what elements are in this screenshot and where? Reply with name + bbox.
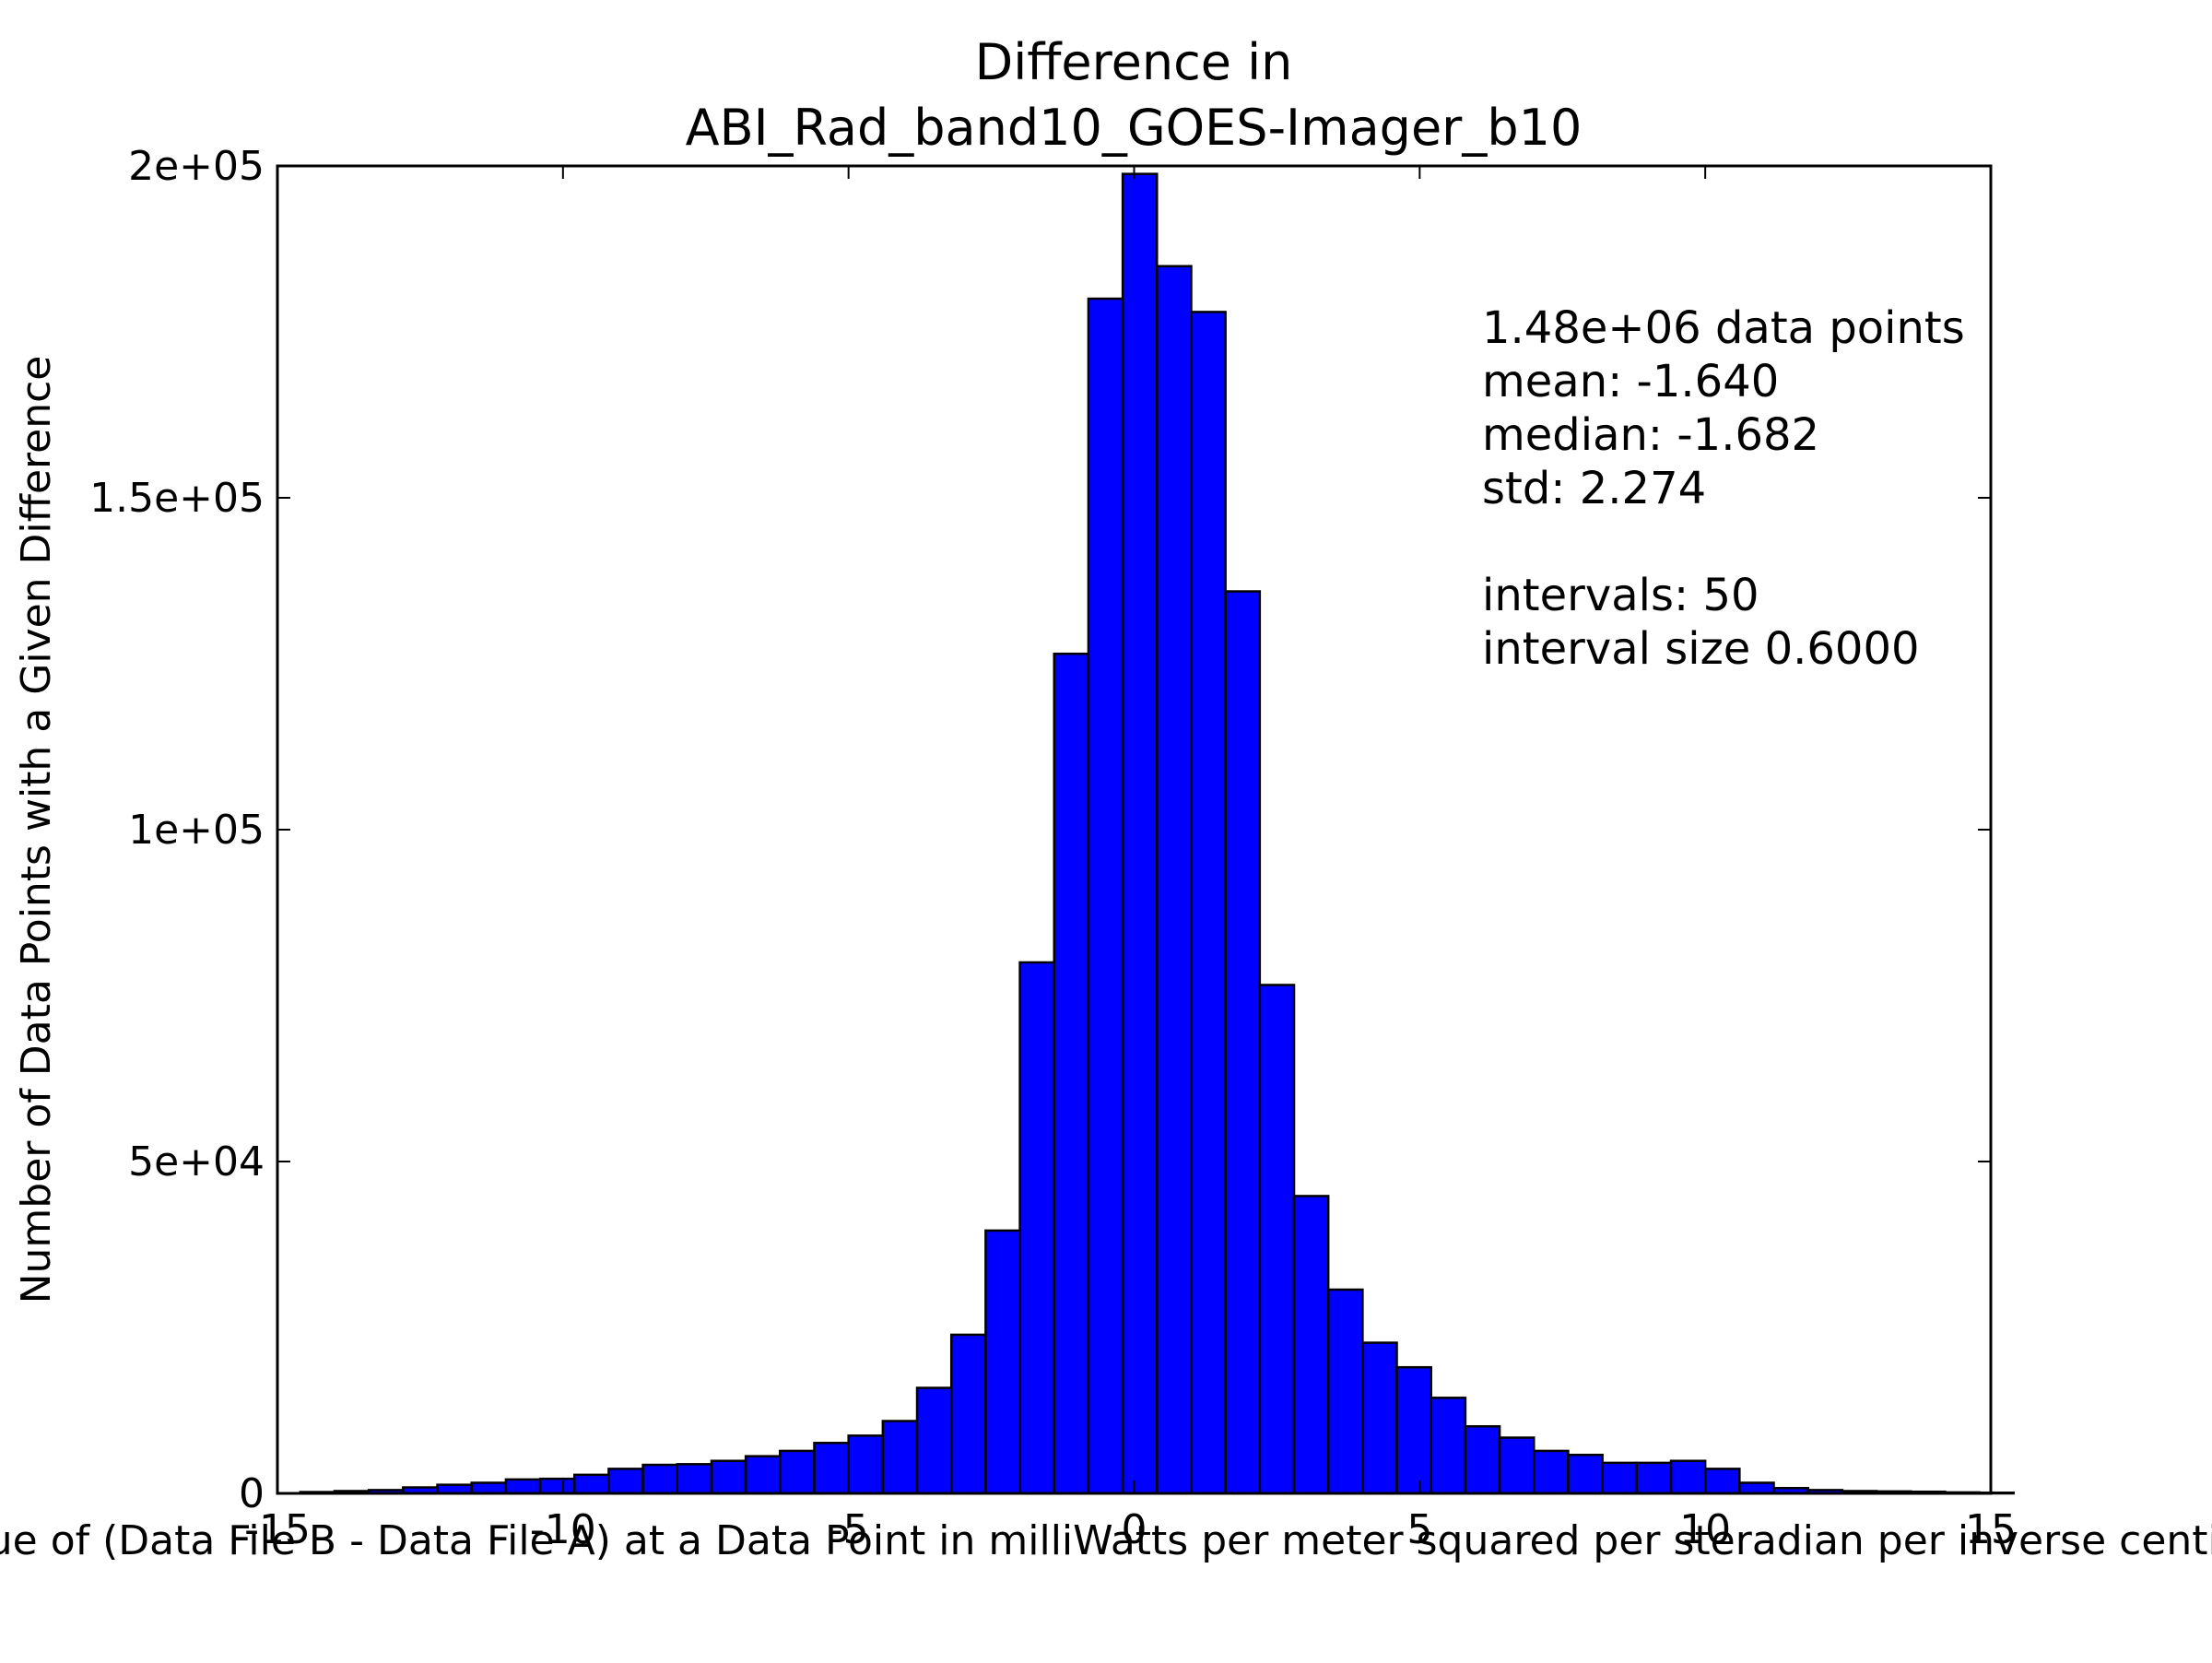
ticks-layer: -15 -10 -5 0 5 10 15 0 5e+04 1e+05 1.5e+05 2e+05 [89, 143, 2017, 1553]
histogram-bar [1430, 1397, 1467, 1495]
x-tick-label: 5 [1406, 1506, 1432, 1553]
x-tick-label: -10 [530, 1506, 596, 1553]
histogram-bar [915, 1386, 953, 1495]
x-tick-label: 15 [1965, 1506, 2017, 1553]
y-tick-label: 5e+04 [128, 1138, 265, 1185]
histogram-bar [881, 1420, 919, 1495]
histogram-bar [1601, 1461, 1639, 1495]
chart-title-line-2: ABI_Rad_band10_GOES-Imager_b10 [686, 99, 1583, 157]
histogram-bar [538, 1477, 576, 1495]
histogram-bar [1053, 652, 1090, 1495]
histogram-bar [470, 1481, 508, 1495]
histogram-bar [1567, 1453, 1604, 1495]
histogram-bar [779, 1449, 816, 1495]
histogram-bar [710, 1459, 747, 1495]
y-tick-label: 1e+05 [128, 807, 265, 854]
histogram-bar [1087, 297, 1124, 1495]
histogram-bar [504, 1478, 542, 1495]
histogram-bar [1224, 590, 1262, 1495]
histogram-bar [949, 1333, 987, 1495]
histogram-bar [1018, 961, 1055, 1495]
histogram-bar [1121, 172, 1159, 1495]
x-tick-label: -15 [244, 1506, 311, 1553]
histogram-bar [847, 1434, 885, 1495]
stats-line: interval size 0.6000 [1482, 623, 1920, 675]
histogram-bar [1669, 1459, 1707, 1495]
histogram-bar [744, 1455, 782, 1495]
histogram-bar [1361, 1341, 1398, 1495]
y-axis-label: Number of Data Points with a Given Diffe… [13, 356, 60, 1304]
histogram-bar [1258, 984, 1296, 1495]
histogram-bar [572, 1473, 610, 1495]
histogram-bar [984, 1229, 1021, 1495]
stats-line: intervals: 50 [1482, 570, 1759, 621]
x-tick-label: -5 [829, 1506, 869, 1553]
histogram-bar [676, 1463, 713, 1495]
histogram-bar [1703, 1468, 1741, 1495]
histogram-bar [1292, 1195, 1330, 1495]
chart-title-line-1: Difference in [975, 33, 1293, 91]
y-tick-label: 0 [239, 1470, 265, 1517]
histogram-bar [1156, 265, 1193, 1495]
histogram-bar [1464, 1425, 1501, 1495]
bars-layer [299, 172, 2016, 1495]
stats-line: mean: -1.640 [1482, 356, 1779, 407]
histogram-bar [1190, 311, 1227, 1495]
stats-line: std: 2.274 [1482, 463, 1706, 514]
stats-line: 1.48e+06 data points [1482, 302, 1965, 354]
x-axis-label: Value of (Data File B - Data File A) at … [0, 1517, 2212, 1564]
y-tick-label: 2e+05 [128, 143, 265, 190]
histogram-bar [813, 1442, 850, 1495]
histogram-bar [1738, 1481, 1775, 1495]
histogram-bar [1635, 1461, 1673, 1495]
histogram-bar [1395, 1365, 1432, 1495]
y-tick-label: 1.5e+05 [89, 475, 265, 522]
x-tick-label: 0 [1122, 1506, 1147, 1553]
histogram-bar [1326, 1288, 1364, 1495]
histogram-bar [1498, 1436, 1535, 1495]
histogram-bar [641, 1463, 679, 1495]
histogram-bar [1533, 1449, 1570, 1495]
x-tick-label: 10 [1679, 1506, 1731, 1553]
stats-line: median: -1.682 [1482, 409, 1819, 461]
histogram-bar [607, 1468, 644, 1495]
